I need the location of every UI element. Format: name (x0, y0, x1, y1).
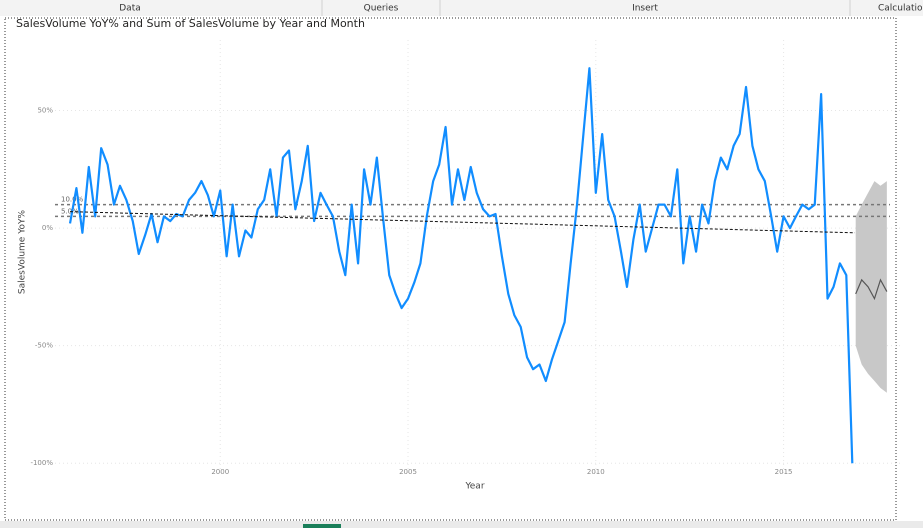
page-tabs (0, 521, 923, 528)
x-tick-label: 2005 (399, 468, 417, 476)
ribbon (0, 0, 923, 16)
x-tick-label: 2015 (775, 468, 793, 476)
y-tick-label: 0% (42, 224, 53, 232)
y-tick-label: 50% (37, 107, 53, 115)
active-tab[interactable] (303, 524, 341, 528)
y-axis-label: SalesVolume YoY% (18, 209, 28, 294)
tab[interactable]: Insert (632, 4, 658, 14)
tab[interactable]: Calculatio (878, 4, 923, 14)
y-tick-label: -100% (30, 459, 53, 467)
x-tick-label: 2010 (587, 468, 605, 476)
y-tick-label: -50% (35, 342, 53, 350)
visual-border (4, 17, 897, 521)
x-axis-label: Year (464, 482, 484, 492)
tab[interactable]: Queries (364, 4, 399, 14)
trend-line (70, 211, 855, 234)
line (68, 67, 854, 464)
forecast-line (855, 278, 888, 301)
forecast-band (855, 181, 887, 393)
reference-label: 10.0% (61, 196, 84, 204)
chart-title: SalesVolume YoY% and Sum of SalesVolume … (16, 17, 365, 30)
tab[interactable]: Data (119, 4, 141, 14)
x-tick-label: 2000 (211, 468, 229, 476)
